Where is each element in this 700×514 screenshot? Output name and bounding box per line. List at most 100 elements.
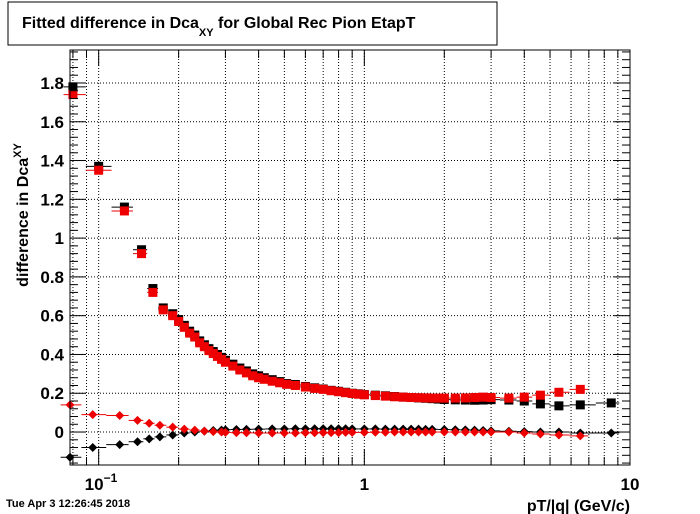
data-point bbox=[254, 373, 264, 383]
data-point bbox=[155, 432, 165, 442]
data-point bbox=[310, 428, 320, 438]
data-point bbox=[241, 428, 251, 438]
data-point bbox=[88, 410, 98, 420]
data-point bbox=[235, 365, 245, 375]
x-tick-label: 10−1 bbox=[85, 471, 118, 494]
data-point bbox=[470, 427, 480, 437]
data-point bbox=[535, 429, 545, 439]
data-point bbox=[168, 422, 178, 432]
y-tick-label: 0 bbox=[55, 423, 64, 442]
x-tick-label: 10 bbox=[621, 475, 640, 494]
data-point bbox=[606, 398, 616, 408]
data-point bbox=[359, 427, 369, 437]
data-point bbox=[390, 427, 400, 437]
data-point bbox=[421, 393, 431, 403]
data-point bbox=[575, 384, 585, 394]
data-point bbox=[439, 427, 449, 437]
data-markers bbox=[60, 82, 620, 462]
data-point bbox=[519, 392, 529, 402]
y-tick-label: 1.8 bbox=[40, 74, 64, 93]
y-tick-label: 0.6 bbox=[40, 307, 64, 326]
data-point bbox=[220, 357, 230, 367]
data-point bbox=[334, 428, 344, 438]
data-point bbox=[427, 393, 437, 403]
data-point bbox=[450, 393, 460, 403]
data-point bbox=[341, 388, 351, 398]
data-point bbox=[88, 443, 98, 453]
data-point bbox=[380, 427, 390, 437]
data-point bbox=[190, 425, 200, 435]
data-point bbox=[267, 376, 277, 386]
x-tick-label: 1 bbox=[360, 475, 369, 494]
y-tick-label: 0.4 bbox=[40, 345, 64, 364]
data-point bbox=[190, 332, 200, 342]
data-point bbox=[347, 388, 357, 398]
y-axis-label: difference in DcaXY bbox=[12, 143, 32, 287]
data-point bbox=[370, 391, 380, 401]
data-point bbox=[179, 424, 189, 434]
data-point bbox=[535, 390, 545, 400]
data-point bbox=[554, 387, 564, 397]
y-tick-label: 0.8 bbox=[40, 268, 64, 287]
data-point bbox=[554, 430, 564, 440]
y-tick-label: 1.6 bbox=[40, 113, 64, 132]
data-point bbox=[460, 393, 470, 403]
series-1 bbox=[63, 90, 589, 403]
data-point bbox=[144, 418, 154, 428]
data-point bbox=[398, 392, 408, 402]
chart-title: Fitted difference in DcaXY for Global Re… bbox=[22, 15, 416, 39]
data-point bbox=[575, 431, 585, 441]
data-point bbox=[575, 400, 585, 410]
axis-ticks bbox=[70, 50, 631, 465]
plot-frame bbox=[69, 49, 631, 466]
data-point bbox=[208, 427, 218, 437]
data-point bbox=[282, 379, 292, 389]
data-point bbox=[414, 427, 424, 437]
data-point bbox=[279, 428, 289, 438]
data-point bbox=[478, 392, 488, 402]
data-point bbox=[450, 427, 460, 437]
data-point bbox=[414, 393, 424, 403]
data-point bbox=[406, 427, 416, 437]
data-point bbox=[390, 392, 400, 402]
timestamp: Tue Apr 3 12:26:45 2018 bbox=[6, 498, 130, 510]
data-point bbox=[300, 428, 310, 438]
data-point bbox=[94, 165, 104, 175]
y-tick-label: 1.2 bbox=[40, 190, 64, 209]
data-point bbox=[318, 384, 328, 394]
data-point bbox=[433, 393, 443, 403]
data-point bbox=[535, 399, 545, 409]
data-point bbox=[275, 378, 285, 388]
data-point bbox=[248, 371, 258, 381]
data-point bbox=[168, 430, 178, 440]
data-point bbox=[179, 322, 189, 332]
data-point bbox=[300, 382, 310, 392]
data-point bbox=[460, 427, 470, 437]
data-point bbox=[174, 316, 184, 326]
data-point bbox=[115, 440, 125, 450]
data-point bbox=[137, 249, 147, 259]
data-point bbox=[155, 420, 165, 430]
data-point bbox=[370, 427, 380, 437]
data-point bbox=[421, 427, 431, 437]
data-point bbox=[606, 428, 616, 438]
data-point bbox=[231, 428, 241, 438]
data-point bbox=[341, 427, 351, 437]
tick-labels: 0 0.2 0.4 0.6 0.8 1 1.2 1.4 1.6 1.8 10−1 1 10 bbox=[40, 74, 639, 494]
data-point bbox=[132, 415, 142, 425]
data-point bbox=[148, 287, 158, 297]
data-point bbox=[199, 342, 209, 352]
data-point bbox=[144, 434, 154, 444]
data-point bbox=[259, 374, 269, 384]
data-point bbox=[326, 428, 336, 438]
data-point bbox=[195, 338, 205, 348]
data-point bbox=[406, 393, 416, 403]
data-point bbox=[132, 437, 142, 447]
data-point bbox=[119, 206, 129, 216]
data-point bbox=[290, 380, 300, 390]
data-point bbox=[439, 393, 449, 403]
data-point bbox=[554, 401, 564, 411]
series-3 bbox=[60, 400, 589, 441]
data-point bbox=[486, 393, 496, 403]
